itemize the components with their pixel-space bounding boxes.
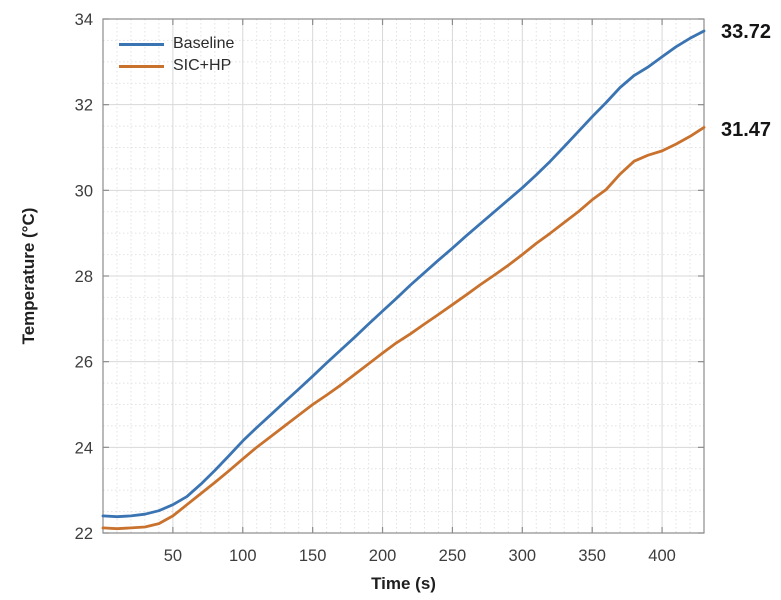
y-axis-label: Temperature (°C) bbox=[19, 208, 38, 345]
x-tick-label: 50 bbox=[164, 547, 182, 565]
legend: Baseline SIC+HP bbox=[119, 33, 234, 77]
x-tick-label: 200 bbox=[369, 547, 397, 565]
sichp-line-swatch bbox=[119, 64, 164, 68]
y-tick-label: 32 bbox=[75, 97, 93, 115]
x-axis-label: Time (s) bbox=[371, 574, 436, 593]
y-tick-label: 34 bbox=[75, 11, 93, 29]
series-sic-hp bbox=[101, 126, 706, 531]
x-tick-label: 300 bbox=[509, 547, 537, 565]
x-tick-labels: 50 100 150 200 250 300 350 400 bbox=[164, 547, 676, 565]
baseline-end-value-label: 33.72 bbox=[721, 21, 772, 43]
y-tick-label: 22 bbox=[75, 525, 93, 543]
y-tick-label: 26 bbox=[75, 354, 93, 372]
x-tick-label: 100 bbox=[229, 547, 257, 565]
y-tick-label: 24 bbox=[75, 439, 93, 457]
series-baseline bbox=[101, 29, 706, 519]
y-axis-label-group: Temperature (°C) bbox=[19, 208, 38, 345]
y-tick-label: 30 bbox=[75, 182, 93, 200]
x-tick-label: 150 bbox=[299, 547, 327, 565]
x-axis-label-group: Time (s) bbox=[371, 574, 436, 593]
sichp-end-value-label: 31.47 bbox=[721, 119, 772, 141]
baseline-line-swatch bbox=[119, 42, 164, 46]
y-tick-labels: 22 24 26 28 30 32 34 bbox=[75, 11, 93, 543]
legend-label-sichp: SIC+HP bbox=[173, 57, 232, 74]
grid-major bbox=[103, 19, 704, 533]
y-tick-label: 28 bbox=[75, 268, 93, 286]
legend-item-sichp: SIC+HP bbox=[119, 55, 234, 77]
x-tick-label: 250 bbox=[439, 547, 467, 565]
axis-ticks bbox=[103, 18, 704, 534]
legend-label-baseline: Baseline bbox=[173, 35, 235, 52]
x-tick-label: 350 bbox=[578, 547, 606, 565]
legend-item-baseline: Baseline bbox=[119, 33, 234, 55]
x-tick-label: 400 bbox=[648, 547, 676, 565]
